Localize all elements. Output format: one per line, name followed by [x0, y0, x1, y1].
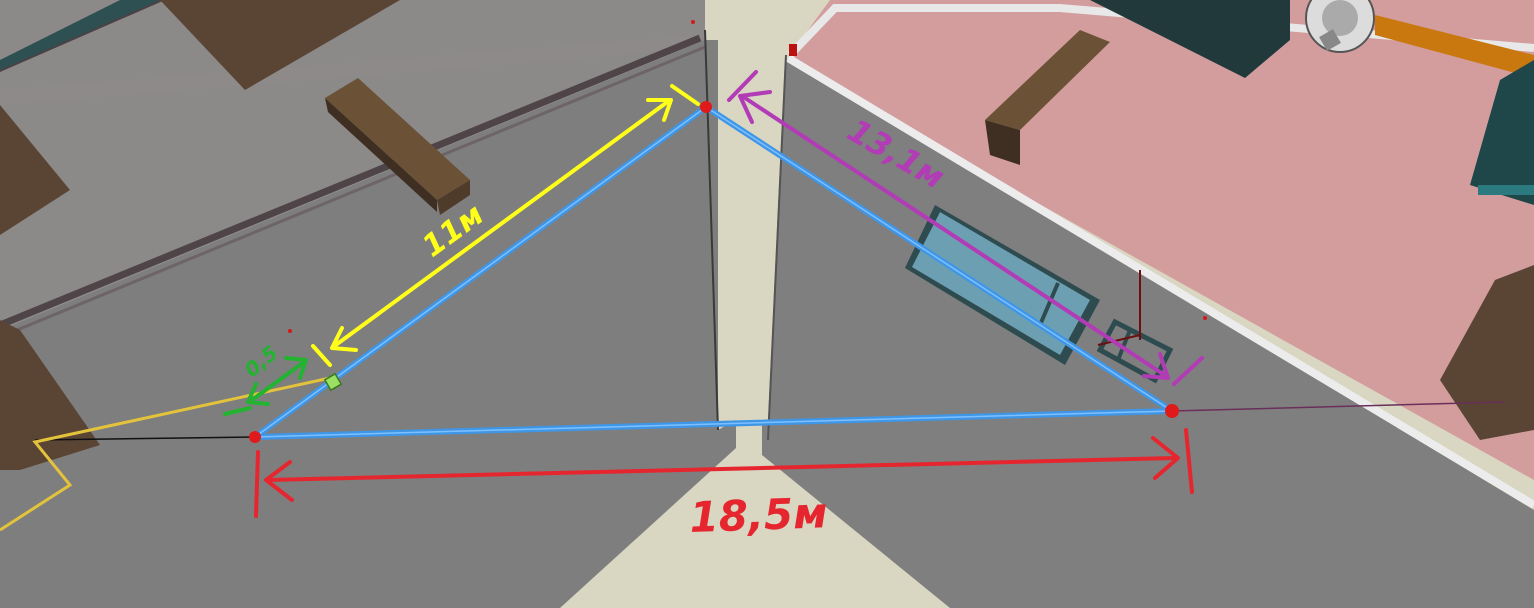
- purple-tick-bottom: [1172, 356, 1204, 386]
- dark-red-pole-b: [1097, 334, 1141, 346]
- right-wall-outline: [787, 4, 1534, 58]
- vertex-marker-top: [700, 101, 712, 113]
- red-post: [789, 44, 797, 56]
- purple-arrowhead-bottom: [1142, 352, 1170, 380]
- green-arrowhead-top: [284, 356, 308, 380]
- left-wall-rim-inner: [0, 45, 706, 339]
- small-window-mullion: [1116, 329, 1132, 361]
- yellow-tick-top: [670, 84, 700, 106]
- furniture-block-side: [325, 98, 437, 212]
- yellow-arrowhead-bottom: [330, 326, 358, 352]
- orange-bench: [1375, 15, 1534, 78]
- right-room-floor: [790, 0, 1534, 480]
- teal-shelf: [1470, 60, 1534, 205]
- green-arrowhead-bottom: [246, 382, 270, 406]
- green-point-marker: [323, 372, 343, 392]
- teal-cabinet: [1090, 0, 1290, 78]
- purple-arrowhead-top: [738, 90, 772, 124]
- red-arrowhead-left: [264, 460, 294, 502]
- wooden-block-right-side: [985, 120, 1020, 165]
- left-wall-edge: [0, 0, 165, 72]
- red-tick-left: [254, 450, 260, 518]
- vertex-marker-right: [1165, 404, 1179, 418]
- green-dimension-line: [250, 360, 306, 402]
- left-wall-face: [0, 40, 736, 608]
- small-window: [1096, 318, 1174, 384]
- window-mullion: [1038, 282, 1060, 326]
- right-wall-face: [762, 58, 1534, 608]
- window-glass: [912, 212, 1090, 355]
- purple-dimension-line: [740, 94, 1168, 378]
- guide-line-left: [34, 436, 256, 441]
- teal-strip: [1478, 185, 1534, 195]
- left-wall-top-band: [0, 35, 705, 105]
- fixture-knob: [1319, 29, 1341, 51]
- green-tick: [223, 406, 252, 416]
- small-red-dot-b: [1203, 316, 1207, 320]
- furniture-block-top: [325, 78, 470, 200]
- purple-tick-top: [727, 70, 758, 102]
- left-wall-edge-teal: [0, 0, 160, 70]
- yellow-tick-bottom: [311, 344, 332, 367]
- round-fixture-inner: [1322, 0, 1358, 36]
- guide-line-right: [1171, 401, 1506, 412]
- red-tick-right: [1184, 428, 1194, 494]
- left-wall-rim: [0, 34, 702, 329]
- furniture-block: [160, 0, 400, 90]
- right-corner-edge: [767, 54, 787, 441]
- yellow-arrowhead-top: [646, 98, 673, 122]
- red-dimension-line: [267, 456, 1177, 482]
- red-arrowhead-right: [1151, 436, 1180, 480]
- right-wall-rim: [785, 54, 1534, 509]
- blue-triangle-highlight: [252, 106, 1175, 438]
- small-red-dot-c: [691, 20, 695, 24]
- red-dimension-label: 18,5м: [689, 488, 829, 542]
- small-red-dot: [288, 329, 292, 333]
- yellow-path: [0, 376, 331, 532]
- furniture-wedge: [0, 105, 70, 235]
- left-corner-edge: [704, 29, 719, 431]
- yellow-dimension-line: [331, 98, 672, 349]
- wooden-block-right: [985, 30, 1110, 130]
- vertex-marker-left: [249, 431, 261, 443]
- furniture-block-end: [437, 180, 470, 215]
- wooden-block-far-right: [1440, 265, 1534, 440]
